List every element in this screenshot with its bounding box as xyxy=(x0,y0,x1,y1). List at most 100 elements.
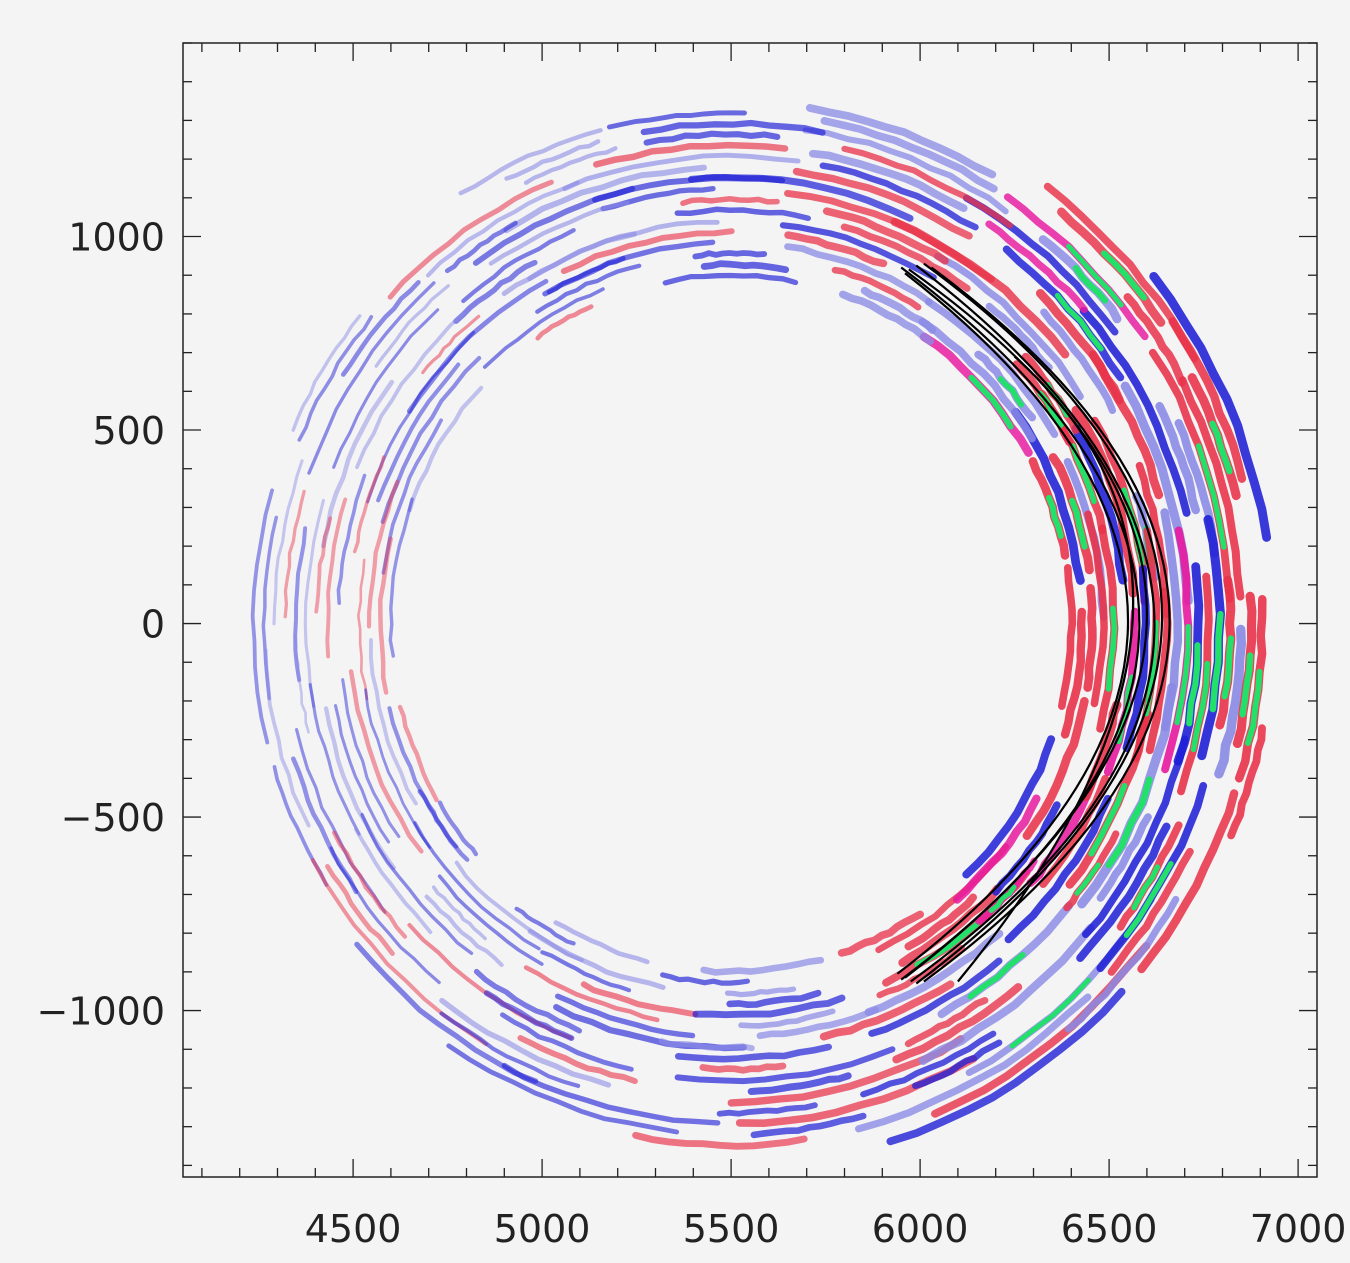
streak xyxy=(819,980,955,1041)
streak xyxy=(356,558,369,701)
streak xyxy=(332,830,408,939)
streak xyxy=(1083,583,1097,692)
streak xyxy=(924,298,1059,438)
streak xyxy=(674,206,811,222)
x-tick-label: 4500 xyxy=(305,1207,402,1251)
streak xyxy=(378,536,393,695)
streak xyxy=(473,968,582,1034)
streak xyxy=(1145,587,1172,755)
plot-frame xyxy=(182,42,1318,1178)
y-tick-label: 0 xyxy=(141,603,165,647)
streak xyxy=(295,727,387,914)
streak xyxy=(1123,293,1186,387)
streak xyxy=(501,1062,721,1126)
streak xyxy=(293,633,310,734)
streak xyxy=(407,385,484,513)
green-streak xyxy=(1009,977,1091,1049)
streak xyxy=(500,1012,634,1072)
streak xyxy=(421,314,481,375)
streak xyxy=(662,272,799,286)
streak xyxy=(527,928,666,990)
streak xyxy=(320,379,395,549)
streak xyxy=(808,149,968,213)
streak xyxy=(632,1131,808,1150)
streak xyxy=(660,972,751,986)
x-tick-label: 6500 xyxy=(1061,1207,1158,1251)
streak xyxy=(1076,822,1171,962)
streak xyxy=(692,994,846,1019)
streak xyxy=(424,894,504,967)
green-streak xyxy=(1074,862,1101,896)
streak xyxy=(360,813,474,955)
green-streak xyxy=(998,376,1024,408)
axis-tick-labels: 4500 5000 5500 6000 6500 7000 −1000 −500 0 500 100… xyxy=(36,216,1346,1251)
streak xyxy=(838,290,935,346)
streak xyxy=(860,1030,997,1098)
streak xyxy=(1160,508,1183,732)
streak xyxy=(472,185,636,266)
streak xyxy=(523,965,660,1023)
streak xyxy=(366,330,476,504)
streak xyxy=(805,104,997,179)
green-streak xyxy=(1190,660,1211,753)
streak xyxy=(488,200,630,266)
streak xyxy=(1084,510,1108,708)
streak xyxy=(546,256,626,295)
streak xyxy=(1058,563,1077,710)
streak xyxy=(1004,794,1112,944)
streak xyxy=(514,906,576,946)
streak xyxy=(1079,307,1191,517)
green-streak xyxy=(1186,642,1201,727)
streak xyxy=(413,821,541,951)
green-streak xyxy=(968,374,1014,430)
green-streak xyxy=(1045,494,1064,539)
green-streak xyxy=(1054,292,1104,352)
streak xyxy=(293,526,308,683)
streak xyxy=(380,356,482,524)
green-streak xyxy=(967,951,1026,1000)
streak xyxy=(1149,271,1272,542)
streak xyxy=(640,119,826,136)
streak xyxy=(341,678,401,839)
green-streak xyxy=(1195,443,1227,550)
streak xyxy=(841,145,1014,229)
streak xyxy=(892,983,1023,1064)
streak xyxy=(517,1035,638,1085)
green-streak xyxy=(1244,668,1263,747)
streak xyxy=(250,488,275,745)
green-streak xyxy=(1123,861,1174,939)
streak xyxy=(750,1112,867,1139)
green-streak xyxy=(1069,442,1097,505)
streak xyxy=(308,682,361,836)
streak xyxy=(860,286,937,335)
streak xyxy=(726,989,822,1009)
streak xyxy=(904,893,978,951)
curve-line xyxy=(896,272,1130,975)
streak xyxy=(353,827,433,935)
streak xyxy=(606,110,747,130)
streak xyxy=(868,957,1003,1037)
streak xyxy=(820,117,998,193)
streak xyxy=(503,164,707,234)
streak xyxy=(417,789,470,862)
streak xyxy=(1227,724,1266,840)
streak xyxy=(934,252,1084,401)
curve-line xyxy=(910,264,1156,983)
green-streak xyxy=(1209,610,1224,713)
streak xyxy=(1178,376,1245,601)
streak xyxy=(263,648,311,828)
streak xyxy=(297,314,374,442)
streak xyxy=(387,706,459,849)
streak xyxy=(1035,288,1124,405)
streak xyxy=(555,993,696,1039)
streak xyxy=(784,243,933,306)
curve-line xyxy=(923,266,1171,983)
streak xyxy=(388,497,414,658)
streak xyxy=(523,146,618,185)
streak xyxy=(374,284,450,368)
streak xyxy=(886,987,1126,1146)
streak xyxy=(674,1046,896,1085)
streak xyxy=(700,956,825,976)
green-streak xyxy=(1105,776,1153,869)
streak xyxy=(724,986,797,998)
